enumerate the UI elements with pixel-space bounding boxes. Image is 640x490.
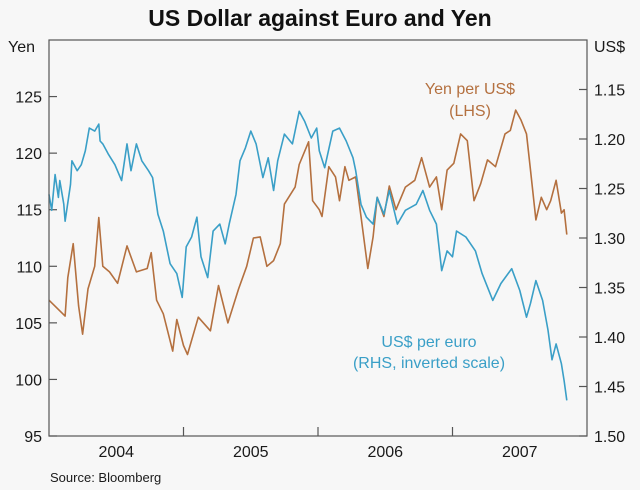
right-tick-label: 1.50 — [594, 429, 625, 446]
left-tick-label: 120 — [15, 146, 42, 163]
right-tick-label: 1.20 — [594, 132, 625, 149]
right-tick-label: 1.35 — [594, 281, 625, 298]
x-tick-label: 2007 — [502, 444, 538, 461]
yen-series-label: Yen per US$ — [425, 81, 515, 98]
usd-per-euro-line — [48, 110, 568, 401]
left-tick-label: 100 — [15, 372, 42, 389]
left-axis-unit: Yen — [8, 39, 35, 56]
source-note: Source: Bloomberg — [50, 470, 161, 485]
right-tick-label: 1.15 — [594, 83, 625, 100]
left-tick-label: 115 — [16, 203, 42, 220]
right-tick-label: 1.25 — [594, 182, 625, 199]
yen-series-note: (LHS) — [449, 103, 491, 120]
x-tick-label: 2006 — [367, 444, 403, 461]
left-tick-label: 105 — [15, 316, 42, 333]
plot-frame — [48, 39, 588, 437]
left-tick-label: 125 — [15, 90, 42, 107]
x-tick-label: 2005 — [233, 444, 269, 461]
right-tick-label: 1.40 — [594, 330, 625, 347]
right-tick-label: 1.30 — [594, 231, 625, 248]
right-tick-label: 1.45 — [594, 380, 625, 397]
left-tick-label: 110 — [16, 259, 42, 276]
right-axis-unit: US$ — [594, 39, 625, 56]
chart-title: US Dollar against Euro and Yen — [148, 5, 491, 31]
x-tick-label: 2004 — [98, 444, 134, 461]
euro-series-label: US$ per euro — [381, 334, 476, 351]
left-tick-label: 95 — [24, 429, 42, 446]
euro-series-note: (RHS, inverted scale) — [353, 355, 505, 372]
yen-per-usd-line — [48, 109, 568, 356]
